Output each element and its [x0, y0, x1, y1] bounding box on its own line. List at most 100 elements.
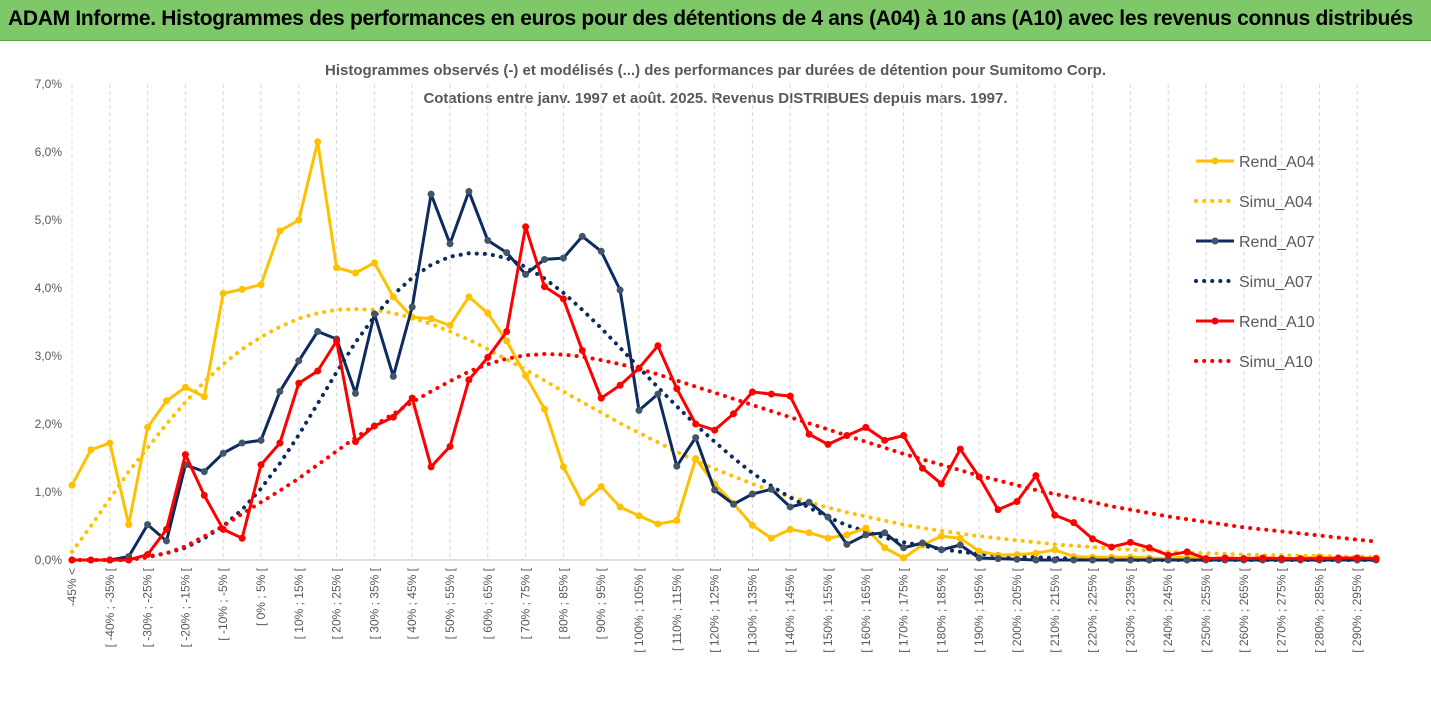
data-point-Rend_A10 [956, 445, 964, 453]
x-tick-label: [ 190% ; 195% [ [972, 567, 986, 652]
data-point-Rend_A07 [200, 468, 208, 476]
x-tick-label: [ 220% ; 225% [ [1086, 567, 1100, 652]
data-point-Rend_A10 [730, 410, 737, 418]
data-point-Rend_A10 [654, 342, 662, 350]
data-point-Rend_A10 [578, 347, 586, 355]
x-tick-label: [ 140% ; 145% [ [783, 567, 797, 652]
data-point-Rend_A10 [163, 525, 170, 533]
data-point-Rend_A04 [352, 269, 359, 277]
data-point-Rend_A10 [692, 420, 700, 428]
data-point-Rend_A04 [862, 524, 870, 532]
data-point-Rend_A07 [219, 449, 227, 457]
data-point-Rend_A10 [125, 556, 133, 564]
data-point-Rend_A04 [257, 281, 265, 289]
data-point-Rend_A10 [994, 506, 1002, 514]
data-point-Rend_A07 [352, 389, 359, 397]
data-point-Rend_A07 [1145, 556, 1153, 564]
x-tick-label: [ 40% ; 45% [ [405, 567, 419, 639]
x-tick-label: [ -20% ; -15% [ [178, 567, 192, 647]
data-point-Rend_A07 [446, 240, 454, 248]
data-point-Rend_A10 [1259, 554, 1267, 562]
data-point-Rend_A10 [446, 442, 454, 450]
data-point-Rend_A04 [314, 138, 322, 146]
data-point-Rend_A07 [522, 270, 530, 278]
data-point-Rend_A10 [427, 463, 435, 471]
x-tick-label: [ 90% ; 95% [ [594, 567, 608, 639]
data-point-Rend_A04 [654, 520, 662, 528]
data-point-Rend_A10 [900, 432, 908, 440]
x-tick-label: -45% < [65, 568, 79, 606]
data-point-Rend_A07 [314, 328, 322, 336]
data-point-Rend_A10 [1334, 554, 1342, 562]
chart-title: Histogrammes observés (-) et modélisés (… [324, 62, 1106, 79]
data-point-Rend_A10 [1108, 543, 1115, 551]
data-point-Rend_A07 [1126, 556, 1134, 564]
data-point-Rend_A10 [1164, 551, 1172, 559]
data-point-Rend_A10 [389, 413, 397, 421]
data-point-Rend_A10 [1051, 511, 1059, 519]
series-line-Rend_A04 [70, 140, 1377, 561]
data-point-Rend_A04 [541, 405, 548, 413]
data-point-Rend_A07 [597, 247, 605, 255]
data-point-Rend_A10 [1315, 555, 1323, 563]
data-point-Rend_A04 [767, 534, 775, 542]
data-point-Rend_A10 [541, 283, 548, 291]
data-point-Rend_A07 [805, 498, 813, 506]
data-point-Rend_A04 [1032, 549, 1040, 557]
data-point-Rend_A10 [673, 385, 681, 393]
banner: ADAM Informe. Histogrammes des performan… [0, 0, 1431, 41]
data-point-Rend_A10 [257, 461, 265, 469]
legend-label: Rend_A10 [1239, 314, 1315, 331]
data-point-Rend_A10 [276, 439, 284, 447]
data-point-Rend_A10 [503, 328, 511, 336]
y-tick-label: 6,0% [35, 145, 63, 159]
data-point-Rend_A10 [1145, 544, 1153, 552]
x-tick-label: [ 170% ; 175% [ [897, 567, 911, 652]
data-point-Rend_A10 [559, 295, 567, 303]
data-point-Rend_A07 [786, 503, 794, 511]
data-point-Rend_A07 [276, 387, 284, 395]
data-point-Rend_A07 [711, 486, 719, 494]
data-point-Rend_A07 [1013, 555, 1021, 563]
x-tick-label: [ 250% ; 255% [ [1199, 567, 1213, 652]
data-point-Rend_A10 [919, 464, 926, 472]
data-point-Rend_A04 [748, 521, 756, 529]
data-point-Rend_A04 [200, 393, 208, 401]
data-point-Rend_A04 [125, 521, 133, 529]
y-tick-label: 3,0% [35, 349, 63, 363]
x-tick-label: [ 120% ; 125% [ [708, 567, 722, 652]
series-line-Simu_A07 [70, 251, 1379, 562]
x-tick-label: [ 230% ; 235% [ [1123, 567, 1137, 652]
data-point-Rend_A10 [370, 422, 378, 430]
x-tick-label: [ 200% ; 205% [ [1010, 567, 1024, 652]
legend-label: Rend_A07 [1239, 234, 1315, 251]
x-tick-label: [ 280% ; 285% [ [1312, 567, 1326, 652]
y-tick-label: 7,0% [35, 77, 63, 91]
data-point-Rend_A04 [238, 285, 246, 293]
data-point-Rend_A10 [68, 556, 76, 564]
data-point-Rend_A10 [748, 388, 756, 396]
chart-area: Histogrammes observés (-) et modélisés (… [0, 40, 1431, 719]
data-point-Rend_A07 [1183, 556, 1191, 564]
series-line-Rend_A07 [72, 189, 1377, 562]
data-point-Rend_A10 [219, 525, 227, 533]
data-point-Rend_A10 [1070, 519, 1078, 527]
data-point-Rend_A07 [541, 255, 548, 263]
data-point-Rend_A07 [1089, 556, 1097, 564]
data-point-Rend_A07 [824, 513, 832, 521]
data-point-Rend_A04 [692, 455, 700, 463]
data-point-Rend_A10 [484, 353, 492, 361]
data-point-Rend_A07 [654, 390, 662, 398]
data-point-Rend_A10 [711, 426, 719, 434]
x-tick-label: [ 150% ; 155% [ [821, 567, 835, 652]
banner-title: ADAM Informe. Histogrammes des performan… [8, 7, 1413, 30]
data-point-Rend_A10 [106, 556, 114, 564]
x-tick-label: [ 130% ; 135% [ [745, 567, 759, 652]
data-point-Rend_A04 [333, 264, 341, 272]
data-point-Rend_A07 [616, 286, 624, 294]
data-point-Rend_A10 [522, 223, 530, 231]
data-point-Rend_A10 [597, 394, 605, 402]
legend-marker [1211, 237, 1219, 245]
data-point-Rend_A07 [1032, 556, 1040, 564]
data-point-Rend_A10 [408, 394, 416, 402]
